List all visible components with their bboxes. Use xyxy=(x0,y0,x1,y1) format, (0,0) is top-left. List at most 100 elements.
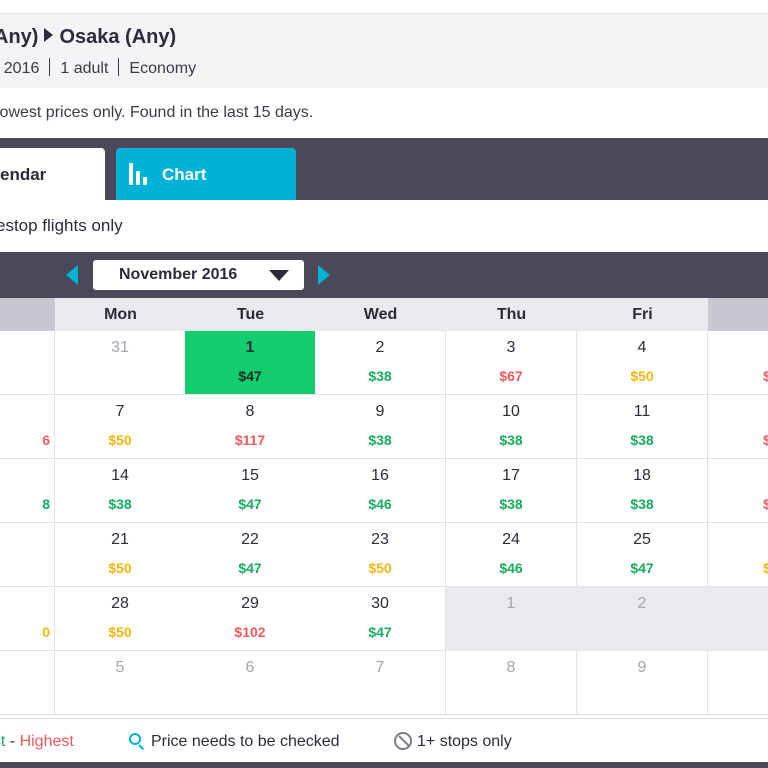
day-price: $50 xyxy=(630,368,654,384)
day-price: $38 xyxy=(499,432,523,448)
calendar-day[interactable]: 2 $38 xyxy=(315,331,446,395)
route-summary: Any) Osaka (Any) r 2016 1 adult Economy xyxy=(0,14,768,88)
legend-price-check: Price needs to be checked xyxy=(151,733,340,750)
search-icon xyxy=(129,733,145,750)
legend-lowest: est xyxy=(0,733,6,750)
calendar-day[interactable]: $ xyxy=(708,331,768,395)
divider xyxy=(49,58,51,76)
day-number: 11 xyxy=(633,403,651,420)
legend-stops: 1+ stops only xyxy=(417,733,512,750)
next-month-icon[interactable] xyxy=(318,265,330,285)
day-number: 2 xyxy=(637,595,647,612)
calendar-day[interactable]: 21 $50 xyxy=(55,523,186,587)
weekday-header-cell: Fri xyxy=(577,298,708,331)
ban-icon xyxy=(394,732,412,750)
calendar-day: 7 xyxy=(315,651,446,715)
calendar-day[interactable]: 30 $47 xyxy=(315,587,446,651)
calendar-day[interactable]: 6 xyxy=(0,395,55,459)
top-border xyxy=(0,0,768,14)
calendar-day: 9 xyxy=(577,651,708,715)
calendar-day[interactable]: 16 $46 xyxy=(315,459,446,523)
calendar-day[interactable]: 24 $46 xyxy=(446,523,577,587)
day-price: $38 xyxy=(630,496,654,512)
tab-chart-label: Chart xyxy=(162,165,207,184)
previous-month-icon[interactable] xyxy=(66,265,78,285)
day-price: $117 xyxy=(234,432,266,448)
cabin-class: Economy xyxy=(129,60,197,77)
calendar-day[interactable]: 28 $50 xyxy=(55,587,186,651)
day-number: 30 xyxy=(371,595,389,612)
passenger-count: 1 adult xyxy=(60,60,109,77)
calendar-day[interactable]: 0 xyxy=(0,587,55,651)
month-navigation: November 2016 xyxy=(0,252,768,298)
calendar-day: 31 xyxy=(55,331,186,395)
legend-dash: - xyxy=(5,733,20,750)
route-destination: Osaka (Any) xyxy=(59,26,177,48)
day-number: 5 xyxy=(115,659,125,676)
bar-chart-icon xyxy=(128,161,150,185)
calendar-day[interactable]: 8 xyxy=(0,459,55,523)
day-number: 2 xyxy=(375,339,385,356)
day-number: 16 xyxy=(371,467,389,484)
day-number: 10 xyxy=(502,403,520,420)
calendar-day[interactable]: 4 $50 xyxy=(577,331,708,395)
calendar-day[interactable]: 7 $50 xyxy=(55,395,186,459)
day-price: $38 xyxy=(108,496,132,512)
travel-date: r 2016 xyxy=(0,60,40,77)
month-select[interactable]: November 2016 xyxy=(93,260,304,290)
day-number: 18 xyxy=(633,467,651,484)
day-number: 7 xyxy=(115,403,125,420)
calendar-day[interactable]: 25 $47 xyxy=(577,523,708,587)
day-number: 29 xyxy=(241,595,259,612)
calendar-day[interactable]: $ xyxy=(708,459,768,523)
tab-chart[interactable]: Chart xyxy=(116,148,296,200)
price-note-text: lowest prices only. Found in the last 15… xyxy=(0,104,314,121)
calendar-day xyxy=(0,651,55,715)
calendar-day[interactable]: 8 $117 xyxy=(185,395,316,459)
legend-range: est - Highest xyxy=(0,733,74,751)
calendar-day[interactable]: 18 $38 xyxy=(577,459,708,523)
day-price: $47 xyxy=(630,560,654,576)
calendar-day-selected[interactable]: 1 $47 xyxy=(185,331,316,395)
nonstop-filter[interactable]: estop flights only xyxy=(0,200,768,252)
calendar-day: 8 xyxy=(446,651,577,715)
calendar-day[interactable]: 10 $38 xyxy=(446,395,577,459)
calendar-day[interactable]: 3 $67 xyxy=(446,331,577,395)
calendar-day[interactable]: 29 $102 xyxy=(185,587,316,651)
calendar-day[interactable]: 14 $38 xyxy=(55,459,186,523)
day-price: $47 xyxy=(238,560,262,576)
day-number: 24 xyxy=(502,531,520,548)
tab-calendar[interactable]: endar xyxy=(0,148,105,200)
calendar-day[interactable]: 22 $47 xyxy=(185,523,316,587)
calendar-day xyxy=(708,651,768,715)
calendar-day[interactable]: 15 $47 xyxy=(185,459,316,523)
day-number: 9 xyxy=(637,659,647,676)
day-number: 1 xyxy=(245,339,255,356)
day-price: $67 xyxy=(499,368,523,384)
calendar-day: 6 xyxy=(185,651,316,715)
calendar-day[interactable]: 11 $38 xyxy=(577,395,708,459)
calendar-day[interactable]: 17 $38 xyxy=(446,459,577,523)
day-number: 6 xyxy=(245,659,255,676)
day-price: $50 xyxy=(108,560,132,576)
day-price: $38 xyxy=(499,496,523,512)
day-price: $47 xyxy=(238,496,262,512)
day-price: $47 xyxy=(368,624,392,640)
weekday-header-cell: n xyxy=(0,298,55,331)
calendar-day[interactable]: 9 $38 xyxy=(315,395,446,459)
calendar-day: 1 xyxy=(446,587,577,651)
calendar-day[interactable]: $ xyxy=(708,395,768,459)
route-meta: r 2016 1 adult Economy xyxy=(0,58,196,78)
weekday-header-cell: Mon xyxy=(55,298,186,331)
day-price: $46 xyxy=(368,496,392,512)
calendar-grid: 31 1 $47 2 $38 3 $67 4 $50 $6 7 $50 8 $117 9 $38 10 $38 11… xyxy=(0,331,768,715)
day-price: $102 xyxy=(234,624,266,640)
route-origin: Any) xyxy=(0,26,39,48)
calendar-day[interactable]: 23 $50 xyxy=(315,523,446,587)
weekday-header-cell: Thu xyxy=(446,298,577,331)
calendar-day[interactable]: $ xyxy=(708,523,768,587)
day-number: 1 xyxy=(506,595,516,612)
day-number: 8 xyxy=(245,403,255,420)
day-number: 8 xyxy=(506,659,516,676)
